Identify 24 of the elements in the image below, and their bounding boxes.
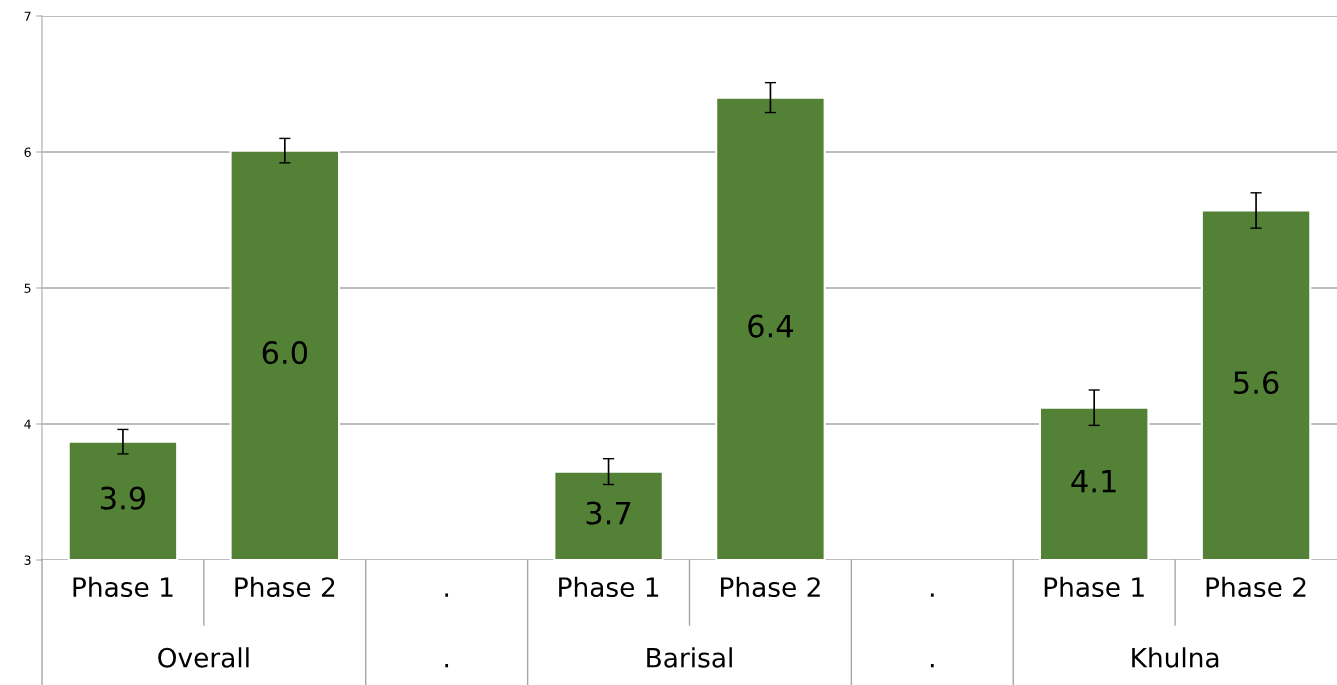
x-tick-label: Phase 2 xyxy=(721,576,820,598)
y-tick-label: 3 xyxy=(24,555,31,565)
data-label: 4.1 xyxy=(1071,469,1116,493)
x-tick-label: Phase 1 xyxy=(559,576,659,598)
x-tick-label: Phase 1 xyxy=(73,576,173,598)
data-label: 3.9 xyxy=(100,486,146,510)
data-label: 3.7 xyxy=(586,501,631,525)
data-label: 6.0 xyxy=(262,341,308,365)
y-tick-label: 6 xyxy=(24,147,31,157)
data-label: 6.4 xyxy=(748,314,794,338)
y-tick-label: 5 xyxy=(24,283,31,293)
x-tick-label: . xyxy=(930,593,934,597)
text: . xyxy=(445,664,449,668)
data-label: 5.6 xyxy=(1234,370,1279,395)
y-tick-label: 4 xyxy=(24,419,31,429)
text: Khulna xyxy=(1132,647,1219,668)
text: Barisal xyxy=(647,647,732,668)
text: . xyxy=(930,664,934,668)
x-tick-label: Phase 2 xyxy=(1206,576,1306,598)
text: Overall xyxy=(158,647,249,668)
x-tick-label: . xyxy=(445,593,449,597)
y-tick-label: 7 xyxy=(24,11,31,21)
x-tick-label: Phase 2 xyxy=(235,576,335,598)
x-tick-label: Phase 1 xyxy=(1044,576,1144,598)
